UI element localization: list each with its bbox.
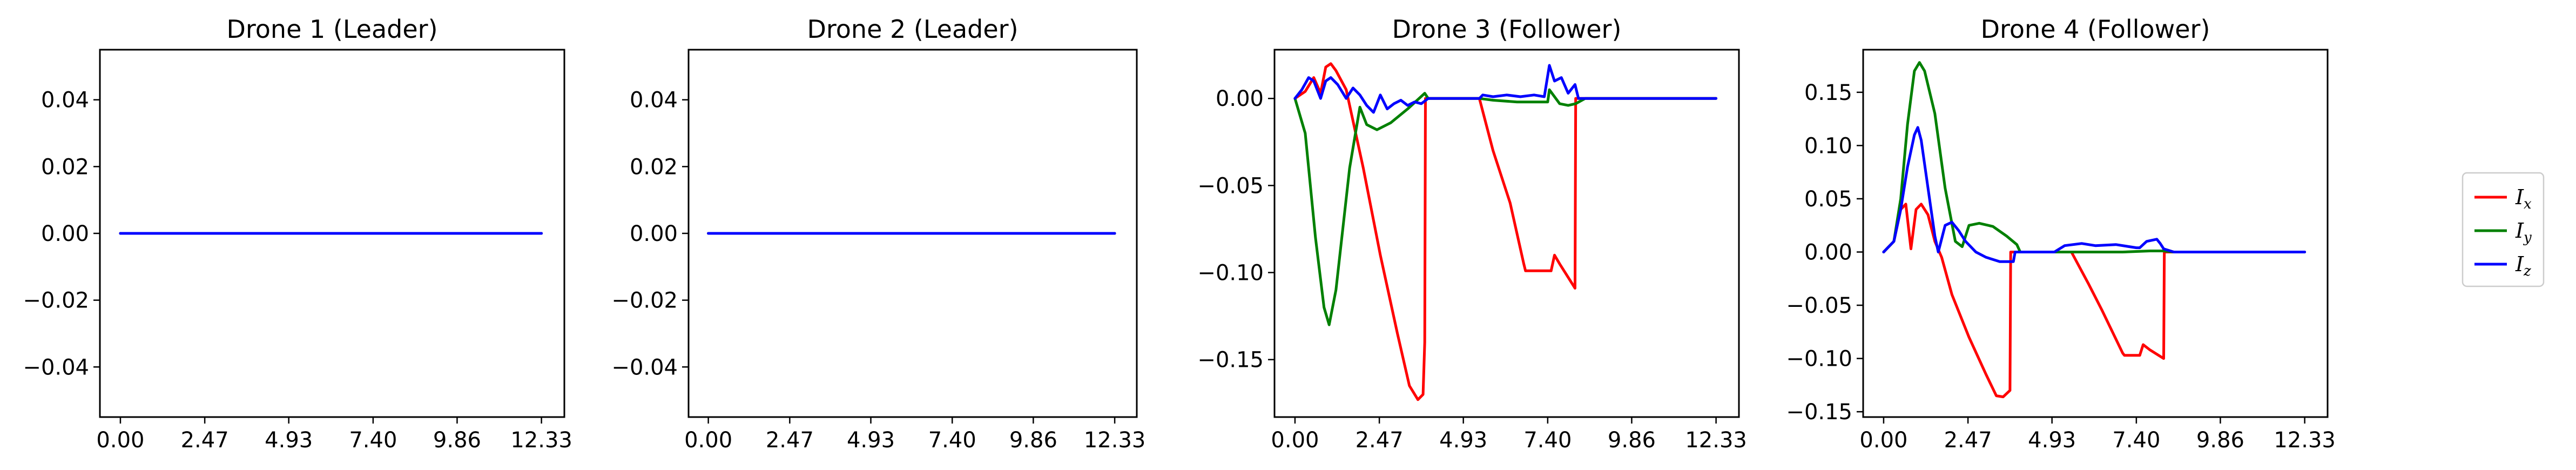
y-tick-label: 0.02	[630, 155, 678, 179]
y-tick-label: −0.04	[611, 355, 678, 380]
legend-label-base: I	[2515, 219, 2524, 243]
x-tick-label: 7.40	[928, 428, 976, 453]
y-tick-label: −0.05	[1786, 293, 1852, 318]
plot-frame	[1273, 49, 1740, 418]
series-line-i-y	[1882, 61, 2307, 253]
y-tick-label: 0.05	[1804, 187, 1852, 212]
legend-entry-i-x: Ix	[2474, 185, 2532, 212]
chart-2: Drone 2 (Leader) 0.00 2.47 4.93 7.40 9.86 12.3…	[611, 15, 1145, 453]
y-tick-label: −0.10	[1197, 261, 1264, 286]
y-tick-label: −0.05	[1197, 173, 1264, 198]
y-tick-label: 0.10	[1804, 133, 1852, 158]
series-line-i-z	[1293, 64, 1718, 114]
plot-frame	[1862, 49, 2329, 418]
x-tick-label: 7.40	[2112, 428, 2160, 453]
legend-label-subscript: x	[2524, 196, 2532, 212]
legend-label: Iy	[2515, 219, 2532, 246]
legend-label-subscript: y	[2523, 230, 2532, 246]
legend-label-base: I	[2515, 252, 2524, 276]
y-tick-label: 0.04	[41, 88, 89, 113]
legend-entry-i-y: Iy	[2474, 219, 2532, 246]
chart-4: Drone 4 (Follower) 0.00 2.47 4.93 7.40 9.86 12…	[1786, 15, 2335, 453]
y-tick-label: −0.04	[23, 355, 89, 380]
legend-entry-i-z: Iz	[2474, 252, 2531, 279]
charts: Drone 1 (Leader) 0.00 2.47 4.93 7.40 9.86 12.3…	[23, 15, 2335, 453]
y-tick-label: −0.02	[611, 288, 678, 313]
x-tick-label: 12.33	[1685, 428, 1747, 453]
y-tick-label: −0.15	[1197, 348, 1264, 373]
y-tick-label: −0.15	[1786, 400, 1852, 425]
x-tick-label: 12.33	[1084, 428, 1146, 453]
y-tick-label: 0.00	[630, 221, 678, 246]
y-tick-label: 0.00	[1804, 240, 1852, 265]
x-tick-label: 2.47	[766, 428, 814, 453]
y-tick-label: 0.00	[41, 221, 89, 246]
x-tick-label: 4.93	[1439, 428, 1487, 453]
x-tick-label: 7.40	[349, 428, 397, 453]
chart-title: Drone 4 (Follower)	[1981, 15, 2210, 44]
y-tick-label: 0.00	[1216, 86, 1264, 111]
chart-title: Drone 1 (Leader)	[226, 15, 437, 44]
x-tick-label: 2.47	[181, 428, 229, 453]
x-tick-label: 4.93	[265, 428, 313, 453]
x-tick-label: 4.93	[847, 428, 895, 453]
x-tick-label: 9.86	[433, 428, 481, 453]
x-tick-label: 2.47	[1944, 428, 1992, 453]
legend-label: Ix	[2515, 185, 2532, 212]
legend-label-base: I	[2515, 185, 2524, 209]
chart-3: Drone 3 (Follower) 0.00 2.47 4.93 7.40 9.86 12…	[1197, 15, 1746, 453]
chart-title: Drone 2 (Leader)	[807, 15, 1018, 44]
x-tick-label: 0.00	[1859, 428, 1907, 453]
x-tick-label: 12.33	[2274, 428, 2336, 453]
series-line-i-z	[1882, 126, 2307, 263]
y-tick-label: 0.04	[630, 88, 678, 113]
x-tick-label: 7.40	[1523, 428, 1572, 453]
y-tick-label: −0.10	[1786, 347, 1852, 372]
chart-title: Drone 3 (Follower)	[1392, 15, 1622, 44]
y-tick-label: −0.02	[23, 288, 89, 313]
y-tick-label: 0.02	[41, 155, 89, 179]
x-tick-label: 2.47	[1356, 428, 1404, 453]
x-tick-label: 0.00	[684, 428, 732, 453]
x-tick-label: 9.86	[1608, 428, 1656, 453]
chart-1: Drone 1 (Leader) 0.00 2.47 4.93 7.40 9.86 12.3…	[23, 15, 572, 453]
x-tick-label: 4.93	[2028, 428, 2076, 453]
x-tick-label: 9.86	[2196, 428, 2244, 453]
y-tick-label: 0.15	[1804, 80, 1852, 105]
x-tick-label: 9.86	[1009, 428, 1057, 453]
series-line-i-x	[1882, 203, 2307, 399]
legend-label-subscript: z	[2523, 263, 2531, 279]
x-tick-label: 0.00	[1271, 428, 1319, 453]
x-tick-label: 0.00	[96, 428, 144, 453]
x-tick-label: 12.33	[510, 428, 572, 453]
series-line-i-y	[1293, 88, 1718, 326]
legend-label: Iz	[2515, 252, 2531, 279]
